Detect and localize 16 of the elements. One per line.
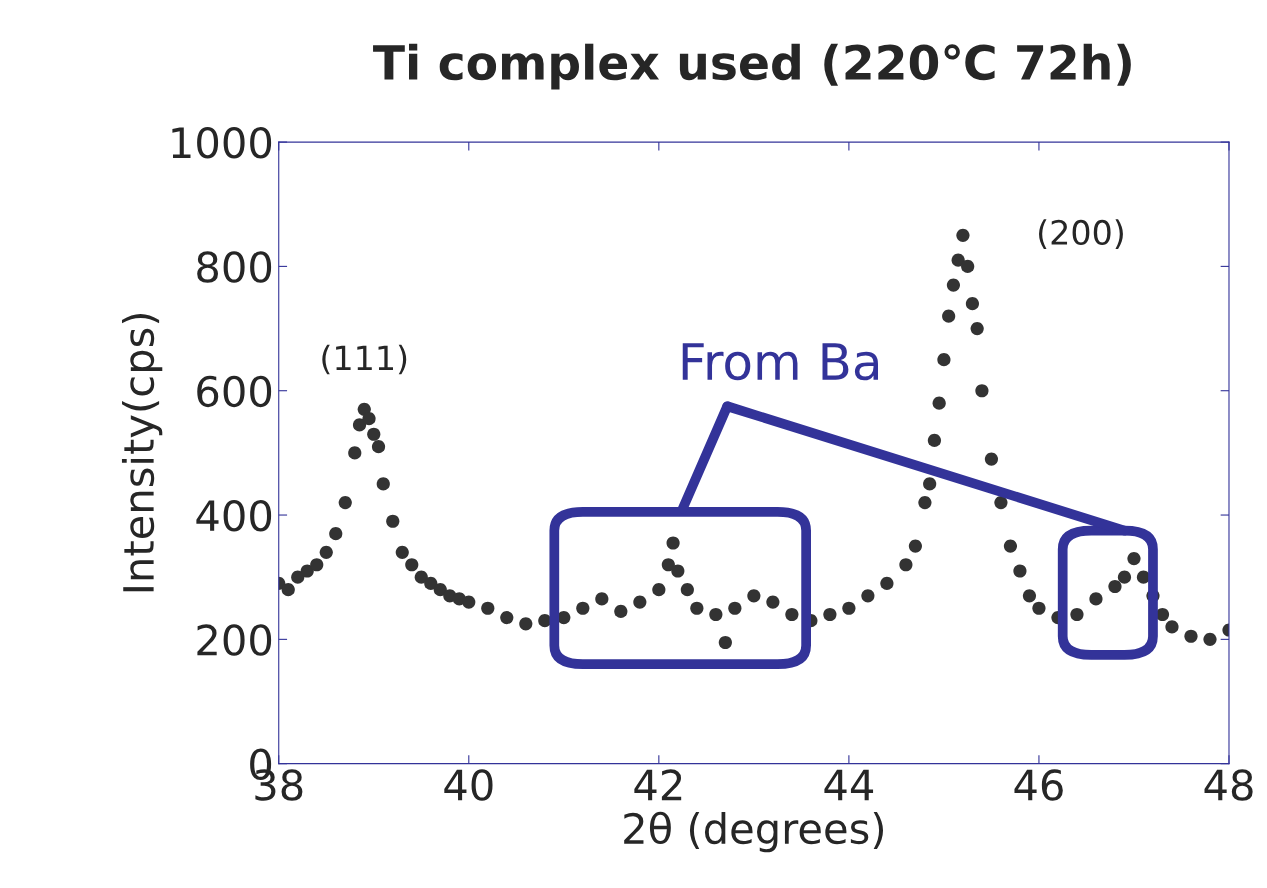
x-tick-label: 44	[824, 769, 874, 801]
x-tick-label: 48	[1204, 769, 1253, 801]
y-tick-label: 600	[197, 375, 272, 408]
x-tick-label: 46	[1014, 769, 1063, 801]
x-axis-title: 2θ (degrees)	[624, 811, 884, 853]
x-tick-label: 42	[634, 769, 682, 801]
y-tick-label: 400	[196, 499, 272, 532]
annotation: (111)	[322, 344, 407, 375]
annotation: From Ba	[682, 343, 879, 381]
y-tick-label: 200	[197, 624, 272, 656]
annotation: (200)	[1039, 219, 1123, 249]
y-tick-label: 800	[197, 251, 272, 283]
y-axis-title: Intensity(cps)	[121, 313, 163, 592]
chart-title: Ti complex used (220℃ 72h)	[373, 43, 1131, 90]
x-tick-label: 40	[444, 769, 493, 801]
y-tick-label: 1000	[172, 126, 272, 159]
